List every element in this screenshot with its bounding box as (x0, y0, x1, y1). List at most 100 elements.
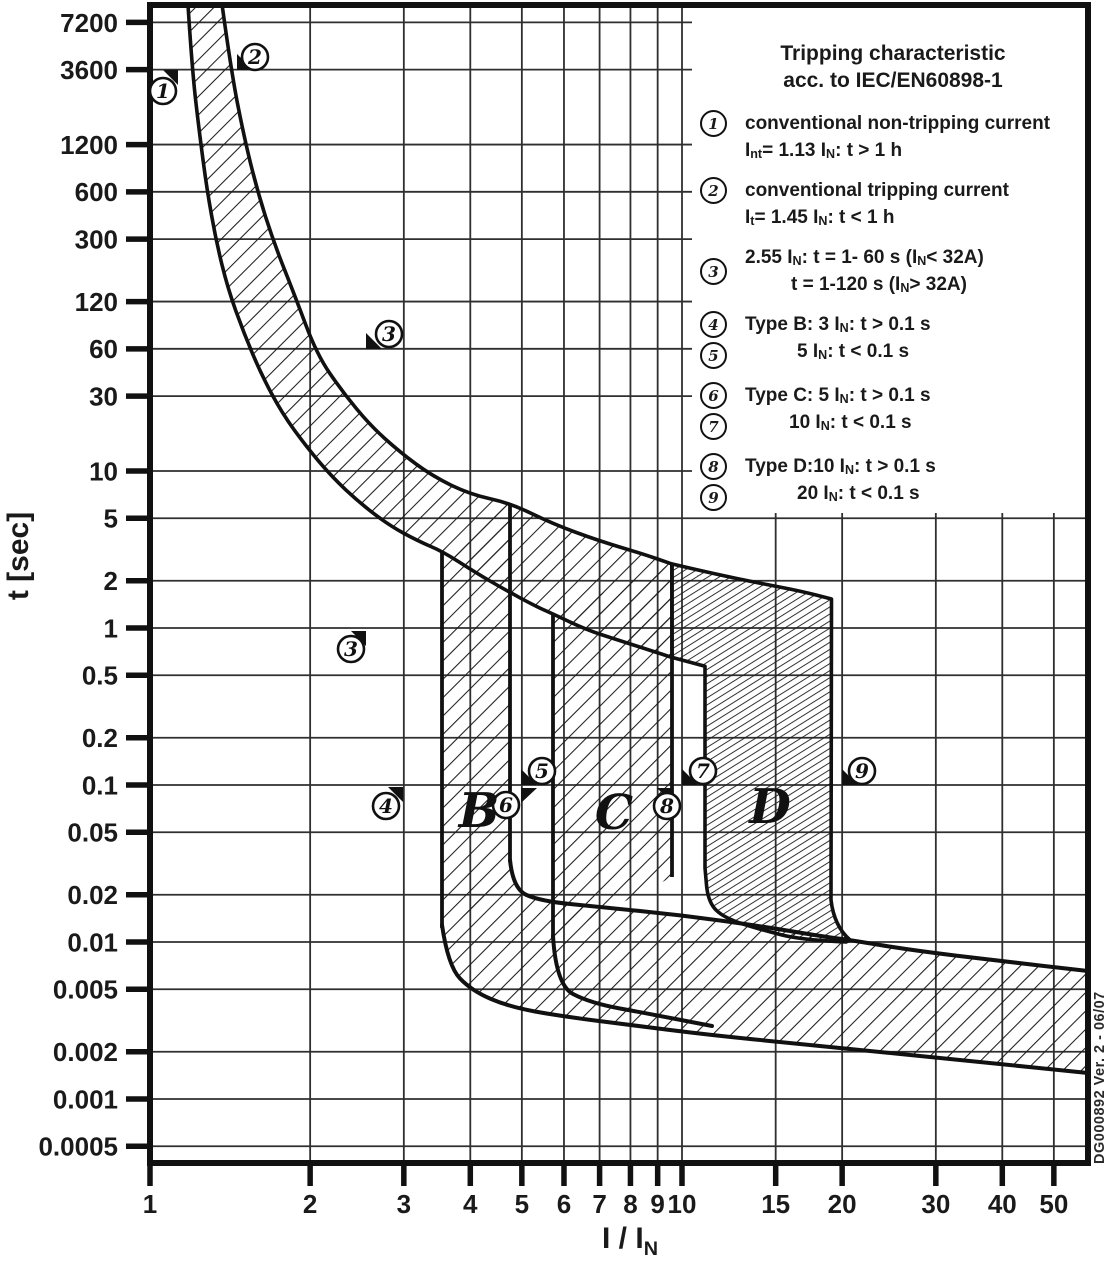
marker-circle (336, 634, 366, 664)
y-tick-label: 5 (104, 504, 118, 534)
y-tick-label: 0.02 (67, 880, 118, 910)
marker-number: 1 (156, 79, 170, 103)
x-tick-label: 1 (143, 1189, 157, 1219)
y-tick-label: 2 (104, 566, 118, 596)
y-tick-label: 600 (75, 177, 118, 207)
marker-flag (366, 333, 382, 349)
legend-number-badge: 9 (700, 484, 727, 511)
y-tick-label: 30 (89, 381, 118, 411)
y-tick-label: 0.005 (53, 975, 118, 1005)
band-letters: B C D (457, 779, 791, 841)
document-reference-note: DG000892 Ver. 2 - 06/07 (1092, 991, 1108, 1164)
x-tick-label: 2 (303, 1189, 317, 1219)
y-tick-label: 10 (89, 456, 118, 486)
legend-number-badge: 5 (700, 342, 727, 369)
marker-circle (527, 756, 557, 786)
marker-circle (652, 791, 682, 821)
axis-tick-labels: 1 2 3 4 5 6 7 8 9 10 15 20 30 40 507200360012006003001… (38, 8, 1068, 1219)
legend-backdrop (692, 8, 1086, 513)
y-tick-label: 0.001 (53, 1084, 118, 1114)
band-borders (186, 3, 1090, 1075)
x-tick-label: 9 (650, 1189, 664, 1219)
y-tick-label: 0.002 (53, 1037, 118, 1067)
y-tick-label: 300 (75, 224, 118, 254)
legend-number-badge: 7 (700, 413, 727, 440)
marker-circle (847, 756, 877, 786)
marker-number: 6 (499, 793, 513, 817)
legend-number-badge: 8 (700, 453, 727, 480)
legend-number-badge: 1 (700, 110, 727, 137)
marker-number: 4 (379, 794, 393, 818)
y-tick-label: 60 (89, 334, 118, 364)
legend-item-text: t = 1-120 s (I N > 32A) (791, 273, 967, 295)
legend-number-badge: 2 (700, 177, 727, 204)
marker-circle (148, 76, 178, 106)
x-tick-label: 50 (1039, 1189, 1068, 1219)
marker-circle (371, 791, 401, 821)
marker-flag (521, 788, 537, 803)
legend-number-badge: 6 (700, 382, 727, 409)
x-tick-label: 20 (828, 1189, 857, 1219)
legend-title: Tripping characteristic acc. to IEC/EN60… (700, 40, 1086, 94)
y-tick-label: 120 (75, 287, 118, 317)
axis-ticks (126, 19, 1057, 1186)
y-tick-label: 0.05 (67, 818, 118, 848)
y-tick-label: 3600 (60, 55, 118, 85)
x-tick-label: 40 (988, 1189, 1017, 1219)
x-tick-label: 7 (592, 1189, 606, 1219)
y-tick-label: 0.1 (82, 770, 118, 800)
x-tick-label: 6 (557, 1189, 571, 1219)
y-tick-label: 0.2 (82, 723, 118, 753)
legend-number-badge: 3 (700, 258, 727, 285)
x-tick-label: 4 (463, 1189, 478, 1219)
band-letter: B (457, 783, 500, 839)
type-b-band (442, 503, 510, 933)
marker-number: 2 (247, 45, 262, 69)
marker-number: 9 (855, 759, 869, 783)
legend-item-text: conventional non-tripping current (745, 112, 1051, 134)
x-axis-title: I / IN (602, 1222, 658, 1260)
tolerance-bands (188, 4, 1088, 1073)
x-tick-label: 10 (668, 1189, 697, 1219)
x-tick-label: 8 (623, 1189, 637, 1219)
x-tick-label: 3 (397, 1189, 411, 1219)
marker-circle (491, 790, 521, 820)
y-tick-label: 0.5 (82, 661, 118, 691)
legend-item-text: conventional tripping current (745, 179, 1009, 201)
y-tick-label: 7200 (60, 8, 118, 38)
marker-number: 5 (535, 759, 549, 783)
x-tick-label: 5 (515, 1189, 529, 1219)
marker-circle (240, 42, 270, 72)
y-axis-title: t [sec] (2, 512, 35, 600)
y-tick-label: 1200 (60, 130, 118, 160)
marker-number: 3 (344, 637, 358, 661)
x-tick-label: 30 (921, 1189, 950, 1219)
legend-title-line1: Tripping characteristic (780, 42, 1006, 65)
marker-flag (163, 70, 178, 85)
band-letter: D (747, 779, 791, 835)
marker-number: 8 (659, 794, 674, 818)
plot-frame (147, 2, 1091, 1166)
marker-circle (374, 319, 404, 349)
marker-circle (688, 756, 718, 786)
type-d-band (670, 562, 852, 944)
y-tick-label: 1 (104, 613, 118, 643)
band-letter: C (595, 785, 633, 841)
marker-number: 3 (382, 322, 396, 346)
